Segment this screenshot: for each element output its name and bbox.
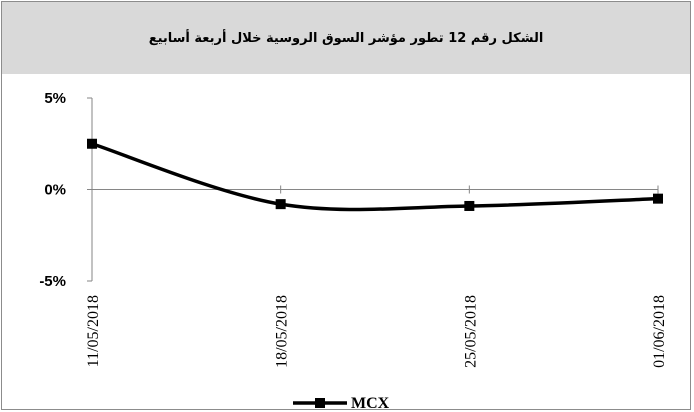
chart-title: الشكل رقم 12 تطور مؤشر السوق الروسية خلا…	[148, 30, 544, 46]
x-tick-label: 25/05/2018	[462, 295, 479, 368]
x-tick-label: 18/05/2018	[274, 295, 291, 368]
x-tick-label: 01/06/2018	[651, 295, 668, 368]
y-tick-label: -5%	[39, 273, 66, 290]
y-axis: 5% 0% -5%	[39, 90, 93, 290]
x-tick-label: 11/05/2018	[85, 295, 102, 367]
y-tick-label: 0%	[44, 182, 66, 199]
data-point	[464, 200, 475, 211]
legend-label: MCX	[351, 395, 390, 410]
data-point	[87, 138, 97, 149]
data-point	[653, 193, 663, 204]
series-mcx	[87, 138, 663, 212]
data-point	[275, 199, 286, 210]
x-axis: 11/05/2018 18/05/2018 25/05/2018 01/06/2018	[85, 185, 668, 368]
y-tick-label: 5%	[44, 90, 66, 107]
legend-marker	[315, 398, 325, 408]
title-band: الشكل رقم 12 تطور مؤشر السوق الروسية خلا…	[2, 2, 690, 74]
legend: MCX	[293, 395, 390, 410]
series-line	[91, 142, 659, 212]
